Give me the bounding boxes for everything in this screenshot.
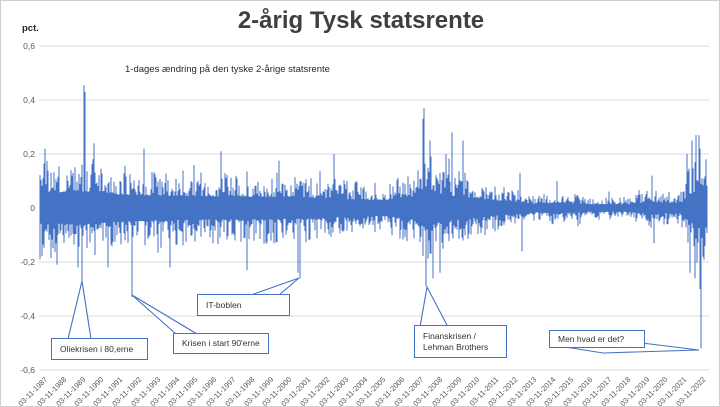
chart-title: 2-årig Tysk statsrente — [237, 7, 485, 34]
y-axis-tick-label: 0,6 — [23, 41, 35, 51]
y-axis-tick-label: -0,2 — [20, 257, 35, 267]
callout-pointer-90s-crisis — [131, 294, 199, 335]
callout-90s-crisis: Krisen i start 90'erne — [173, 333, 269, 354]
callout-pointer-it-bubble — [250, 277, 300, 296]
callout-pointer-oil-crisis — [67, 280, 92, 340]
callout-financial-crisis-label-line2: Lehman Brothers — [423, 341, 489, 352]
callout-what-is-that: Men hvad er det? — [549, 330, 645, 348]
callout-financial-crisis: Finanskrisen / Lehman Brothers — [414, 325, 507, 358]
y-axis-tick-label: 0,2 — [23, 149, 35, 159]
callout-oil-crisis-label: Oliekrisen i 80,erne — [60, 343, 134, 354]
y-axis-tick-label: 0,4 — [23, 95, 35, 105]
callout-oil-crisis: Oliekrisen i 80,erne — [51, 338, 148, 360]
data-series-bars — [39, 85, 708, 349]
callout-it-bubble: IT-boblen — [197, 294, 290, 316]
y-axis-tick-label: 0 — [30, 203, 35, 213]
y-axis-tick-label: -0,4 — [20, 311, 35, 321]
callout-it-bubble-label: IT-boblen — [206, 299, 242, 310]
chart-subtitle: 1-dages ændring på den tyske 2-årige sta… — [125, 64, 330, 75]
y-axis-tick-label: -0,6 — [20, 365, 35, 375]
callout-what-is-that-label: Men hvad er det? — [558, 333, 625, 344]
callout-financial-crisis-label-line1: Finanskrisen / — [423, 330, 476, 341]
callout-pointer-financial-crisis — [419, 285, 449, 328]
callout-90s-crisis-label: Krisen i start 90'erne — [182, 338, 260, 349]
y-axis-unit-label: pct. — [22, 23, 39, 34]
